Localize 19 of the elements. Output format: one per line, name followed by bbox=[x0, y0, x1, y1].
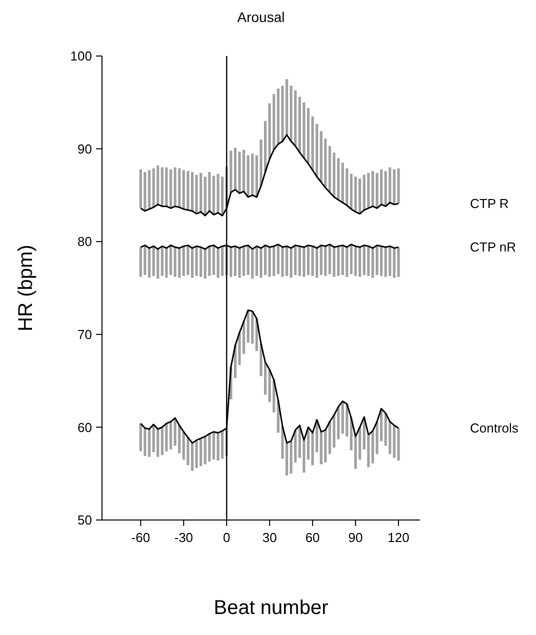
y-tick-label: 50 bbox=[78, 512, 92, 528]
chart-title: Arousal bbox=[237, 9, 285, 25]
x-tick-label: 30 bbox=[262, 530, 277, 545]
x-axis-title: Beat number bbox=[214, 597, 329, 619]
text: CTP R bbox=[470, 196, 509, 212]
x-tick-label: -60 bbox=[131, 530, 150, 545]
x-tick-label: 0 bbox=[223, 530, 230, 545]
y-tick-label: 90 bbox=[78, 141, 92, 156]
y-tick-label: 70 bbox=[78, 326, 92, 342]
x-tick-label: 90 bbox=[348, 530, 363, 545]
text: CTP nR bbox=[470, 240, 516, 255]
y-axis-title: HR (bpm) bbox=[15, 244, 37, 332]
x-tick-label: 60 bbox=[305, 530, 320, 545]
text: Controls bbox=[470, 420, 519, 436]
x-tick-label: -30 bbox=[174, 530, 194, 545]
y-tick-label: 80 bbox=[78, 234, 92, 250]
x-tick-label: 120 bbox=[388, 530, 410, 545]
y-tick-label: 60 bbox=[78, 420, 92, 435]
y-tick-label: 100 bbox=[70, 48, 92, 64]
